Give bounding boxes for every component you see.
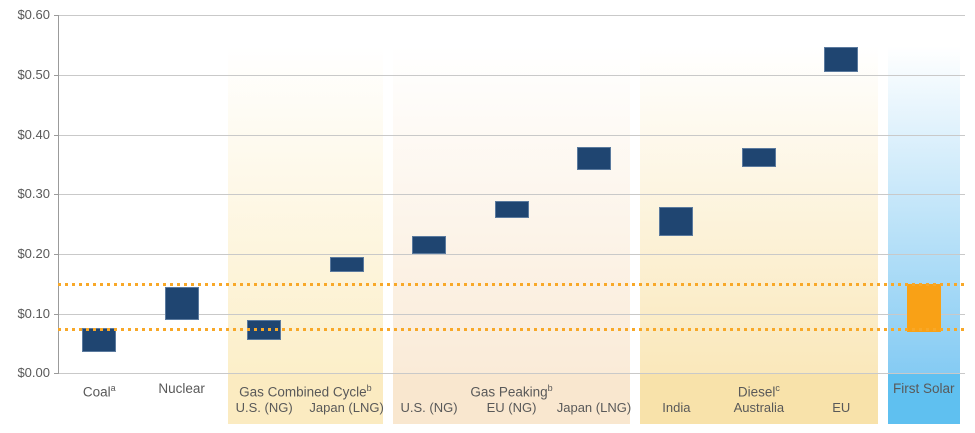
bar-diesel-india <box>659 207 694 237</box>
y-axis-tick <box>54 15 58 17</box>
footnote-marker-diesel: c <box>775 383 780 393</box>
sub-label-japan-lng-gas-peaking: Japan (LNG) <box>556 400 632 415</box>
lower-dotted-line <box>58 328 965 332</box>
footnote-marker-coal: a <box>110 383 116 393</box>
y-axis-tick <box>54 194 58 196</box>
panel-gas-combined-cycle <box>227 46 383 374</box>
panel-footer-gas-combined-cycle <box>227 374 383 424</box>
y-axis-line <box>58 15 59 375</box>
gridline-0.50 <box>58 74 965 76</box>
bar-nuclear <box>164 286 199 320</box>
gridline-0.00 <box>58 373 965 375</box>
y-axis-label: $0.60 <box>17 7 50 23</box>
y-axis-label: $0.30 <box>17 186 50 202</box>
y-axis-label: $0.00 <box>17 365 50 381</box>
gridline-0.20 <box>58 253 965 255</box>
sub-label-india-diesel: India <box>662 400 691 415</box>
upper-dotted-line <box>58 282 965 286</box>
sub-label-eu-diesel: EU <box>832 400 851 415</box>
footnote-marker-gas-combined-cycle: b <box>366 383 372 393</box>
panel-footer-first-solar <box>887 374 960 424</box>
group-label-first-solar: First Solar <box>893 381 955 396</box>
bar-gas-peaking-japan-lng <box>576 146 611 171</box>
bar-diesel-eu <box>824 46 859 72</box>
sub-label-australia-diesel: Australia <box>733 400 785 415</box>
group-label-coal: Coala <box>82 383 116 400</box>
y-axis-tick <box>54 134 58 136</box>
y-axis-tick <box>54 313 58 315</box>
bar-diesel-australia <box>741 148 776 168</box>
gridline-0.10 <box>58 313 965 315</box>
group-label-gas-peaking: Gas Peakingb <box>470 383 553 400</box>
group-label-nuclear: Nuclear <box>158 381 205 396</box>
y-axis-label: $0.20 <box>17 245 50 261</box>
y-axis-tick <box>54 253 58 255</box>
y-axis-label: $0.50 <box>17 66 50 82</box>
y-axis-tick <box>54 74 58 76</box>
sub-label-u-s-ng-gas-peaking: U.S. (NG) <box>400 400 458 415</box>
gridline-0.30 <box>58 194 965 196</box>
bar-gas-peaking-eu-ng <box>494 201 529 219</box>
y-axis-label: $0.10 <box>17 305 50 321</box>
panel-footer-diesel <box>640 374 878 424</box>
sub-label-eu-ng-gas-peaking: EU (NG) <box>486 400 537 415</box>
y-axis-tick <box>54 373 58 375</box>
bar-gas-combined-cycle-japan-lng <box>329 256 364 272</box>
gridline-0.40 <box>58 134 965 136</box>
bar-gas-peaking-u-s-ng <box>412 236 447 254</box>
gridline-0.60 <box>58 15 965 17</box>
group-label-gas-combined-cycle: Gas Combined Cycleb <box>239 383 372 400</box>
sub-label-u-s-ng-gas-combined-cycle: U.S. (NG) <box>235 400 293 415</box>
group-label-diesel: Dieselc <box>737 383 780 400</box>
sub-label-japan-lng-gas-combined-cycle: Japan (LNG) <box>309 400 384 415</box>
footnote-marker-gas-peaking: b <box>547 383 553 393</box>
y-axis-label: $0.40 <box>17 126 50 142</box>
bar-first-solar <box>906 283 941 332</box>
panel-footer-gas-peaking <box>392 374 631 424</box>
bar-coal <box>82 327 117 353</box>
